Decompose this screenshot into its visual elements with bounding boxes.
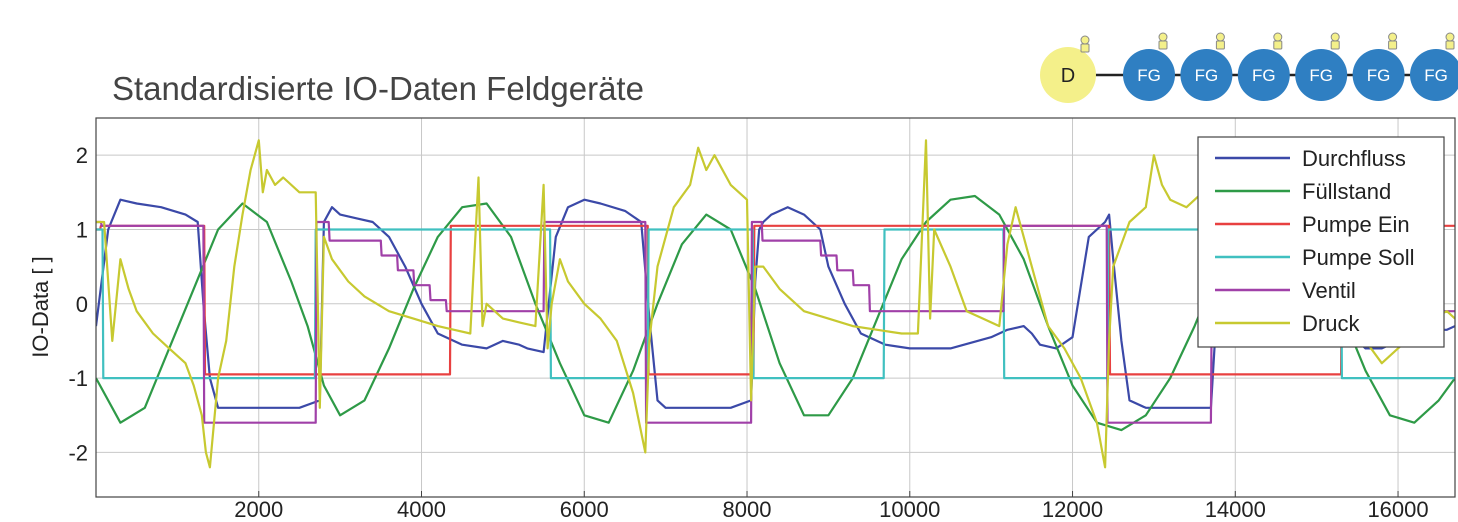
field-device-node (1352, 49, 1405, 101)
person-icon (1445, 32, 1455, 42)
y-tick-label: -1 (68, 366, 88, 391)
field-device-node (1237, 49, 1290, 101)
legend-label: Durchfluss (1302, 146, 1406, 171)
field-device-label: FG (1137, 66, 1161, 85)
person-icon-body (1080, 43, 1090, 53)
legend-label: Pumpe Ein (1302, 212, 1410, 237)
field-device-node (1123, 49, 1175, 101)
plot-frame (95, 117, 1456, 498)
person-icon (1273, 32, 1283, 42)
person-icon (1080, 35, 1090, 45)
person-icon (1388, 32, 1398, 42)
master-node (1040, 47, 1096, 103)
y-tick-label: 0 (76, 292, 88, 317)
field-device-label: FG (1309, 66, 1333, 85)
x-tick-label: 2000 (234, 497, 283, 522)
legend-label: Ventil (1302, 278, 1356, 303)
person-icon (1215, 32, 1225, 42)
y-tick-label: 2 (76, 143, 88, 168)
field-device-label: FG (1367, 66, 1391, 85)
y-tick-labels: 2 1 0 -1 -2 (68, 143, 88, 465)
field-device-label: FG (1424, 66, 1448, 85)
x-tick-labels: 2000 4000 6000 8000 10000 12000 14000 16000 (234, 497, 1428, 522)
chart-title: Standardisierte IO-Daten Feldgeräte (112, 70, 644, 107)
legend-label: Pumpe Soll (1302, 245, 1415, 270)
field-device-label: FG (1195, 66, 1219, 85)
person-icon-body (1215, 40, 1225, 50)
network-diagram: D FG FG FG FG FG FG (1040, 32, 1458, 103)
legend-box (1197, 136, 1445, 348)
field-device-node (1295, 49, 1348, 101)
field-device-node (1180, 49, 1233, 101)
master-node-label: D (1061, 65, 1075, 87)
person-icon-body (1158, 40, 1168, 50)
x-tick-label: 6000 (560, 497, 609, 522)
person-icon-body (1330, 40, 1340, 50)
series-line-druck (96, 139, 1455, 469)
y-tick-label: 1 (76, 217, 88, 242)
legend: Durchfluss Füllstand Pumpe Ein Pumpe Soll Ve… (1197, 136, 1445, 348)
person-icon-body (1273, 40, 1283, 50)
field-device-label: FG (1252, 66, 1276, 85)
legend-label: Füllstand (1302, 179, 1391, 204)
person-icon (1158, 32, 1168, 42)
person-icon-body (1445, 40, 1455, 50)
person-icon (1330, 32, 1340, 42)
y-tick-label: -2 (68, 440, 88, 465)
y-axis-label: IO-Data [ ] (28, 256, 53, 357)
x-tick-label: 4000 (397, 497, 446, 522)
legend-label: Druck (1302, 311, 1360, 336)
x-tick-label: 8000 (723, 497, 772, 522)
field-device-node (1410, 49, 1458, 101)
person-icon-body (1388, 40, 1398, 50)
x-tick-label: 10000 (879, 497, 940, 522)
x-tick-label: 14000 (1205, 497, 1266, 522)
x-tick-label: 12000 (1042, 497, 1103, 522)
x-tick-label: 16000 (1367, 497, 1428, 522)
series-line-ventil (96, 220, 1455, 424)
